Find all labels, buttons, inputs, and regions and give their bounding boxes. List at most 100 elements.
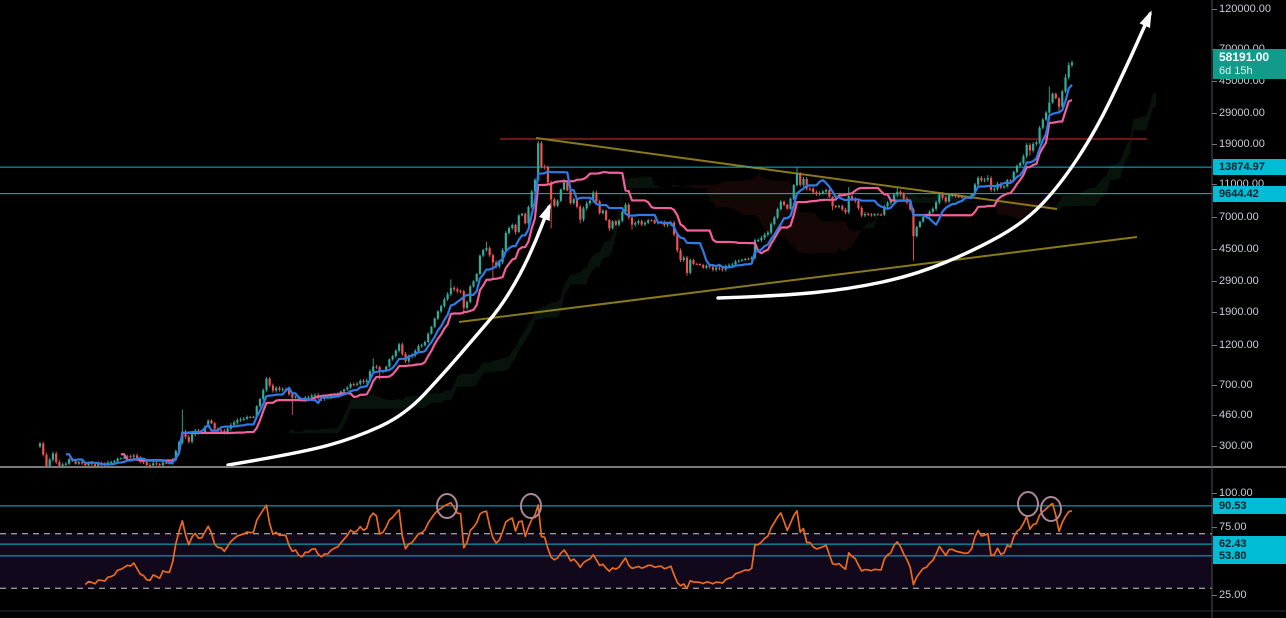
ichimoku-cloud-segment <box>861 225 865 232</box>
candle-body <box>650 220 653 222</box>
candle-body <box>1054 93 1057 99</box>
candle-body <box>1002 186 1006 188</box>
rsi-peak-circle[interactable] <box>1017 491 1039 517</box>
ichimoku-cloud-segment <box>1049 203 1053 208</box>
candle-body <box>242 418 245 420</box>
ichimoku-cloud-segment <box>796 201 801 254</box>
candle-body <box>97 463 100 466</box>
candle-body <box>84 463 87 466</box>
candle-body <box>938 194 941 203</box>
ichimoku-cloud-segment <box>1097 180 1102 203</box>
candle-body <box>1035 142 1038 144</box>
candle-body <box>1044 112 1048 120</box>
candle-body <box>1067 65 1070 78</box>
ichimoku-cloud-segment <box>399 398 403 409</box>
ichimoku-cloud-segment <box>1078 192 1082 206</box>
ichimoku-cloud-segment <box>923 196 927 203</box>
candle-body <box>702 265 705 268</box>
candle-body <box>397 344 401 351</box>
candle-body <box>48 459 51 466</box>
ichimoku-cloud-segment <box>302 430 306 434</box>
candle-body <box>110 462 113 464</box>
ichimoku-cloud-segment <box>638 176 642 189</box>
candle-body <box>892 194 896 202</box>
ichimoku-cloud-segment <box>1136 117 1140 131</box>
rsi-pane[interactable] <box>0 491 1212 590</box>
ichimoku-cloud-segment <box>467 373 471 387</box>
price-pane[interactable] <box>0 10 1212 469</box>
candle-body <box>973 184 977 195</box>
candle-body <box>520 213 524 216</box>
candle-body <box>627 204 630 218</box>
ichimoku-cloud-segment <box>512 346 516 363</box>
white-curve-arrow-1[interactable] <box>226 205 551 466</box>
ichimoku-cloud-segment <box>382 398 387 409</box>
ichimoku-cloud-segment <box>324 428 328 434</box>
candle-body <box>828 189 831 197</box>
candle-body <box>375 366 378 368</box>
white-curve-arrow-2[interactable] <box>716 12 1152 300</box>
ichimoku-cloud-segment <box>334 428 338 434</box>
rsi-peak-circle[interactable] <box>436 493 458 519</box>
ichimoku-cloud-segment <box>489 360 493 372</box>
candle-body <box>1041 119 1044 128</box>
ichimoku-cloud-segment <box>379 396 383 409</box>
ichimoku-cloud-segment <box>557 297 561 318</box>
ichimoku-cloud-segment <box>965 198 969 203</box>
candle-body <box>850 195 854 200</box>
candle-body <box>145 462 148 465</box>
ichimoku-cloud-segment <box>492 360 497 372</box>
candle-body <box>721 268 724 270</box>
candle-body <box>1015 165 1019 172</box>
ichimoku-cloud-segment <box>373 393 377 409</box>
ichimoku-cloud-segment <box>664 187 668 189</box>
candle-body <box>556 200 559 206</box>
ichimoku-cloud-segment <box>292 428 296 434</box>
ichimoku-cloud-segment <box>745 179 749 216</box>
ichimoku-cloud-segment <box>298 431 303 434</box>
candle-body <box>757 240 760 242</box>
ichimoku-cloud-segment <box>1104 172 1108 196</box>
ichimoku-cloud-segment <box>858 230 862 237</box>
ichimoku-cloud-segment <box>764 178 768 233</box>
candle-body <box>407 356 410 362</box>
ichimoku-cloud-segment <box>719 182 723 208</box>
candle-body <box>876 214 879 216</box>
ichimoku-cloud-segment <box>580 269 584 285</box>
olive-trendline-2[interactable] <box>458 236 1138 323</box>
candle-body <box>1019 163 1022 166</box>
candle-body <box>860 208 863 216</box>
candle-body <box>161 462 165 466</box>
candle-body <box>553 199 556 206</box>
ichimoku-cloud-segment <box>486 362 490 373</box>
ichimoku-cloud-segment <box>1084 188 1089 206</box>
candle-body <box>902 194 905 199</box>
candle-body <box>983 179 986 181</box>
ichimoku-cloud-segment <box>1149 94 1153 120</box>
rsi-peak-circle[interactable] <box>1040 496 1062 522</box>
ichimoku-cloud-segment <box>806 212 810 254</box>
candle-body <box>776 209 779 218</box>
ichimoku-cloud-segment <box>538 307 542 320</box>
ichimoku-cloud-segment <box>729 181 733 209</box>
candle-body <box>268 378 271 386</box>
ichimoku-cloud-segment <box>431 392 435 403</box>
ichimoku-cloud-segment <box>641 176 645 189</box>
ichimoku-cloud-segment <box>625 178 629 189</box>
candle-body <box>294 396 297 398</box>
candle-body <box>77 462 80 464</box>
ichimoku-cloud-segment <box>441 390 445 403</box>
candle-body <box>934 202 938 209</box>
ichimoku-cloud-segment <box>683 185 687 188</box>
rsi-peak-circle[interactable] <box>520 493 542 519</box>
candle-body <box>87 463 90 466</box>
candle-body <box>352 384 355 386</box>
candle-body <box>637 221 640 223</box>
candle-body <box>452 287 456 290</box>
candle-body <box>64 463 67 465</box>
candle-body <box>123 457 126 459</box>
candle-body <box>1048 102 1051 113</box>
ichimoku-cloud-segment <box>402 396 406 409</box>
